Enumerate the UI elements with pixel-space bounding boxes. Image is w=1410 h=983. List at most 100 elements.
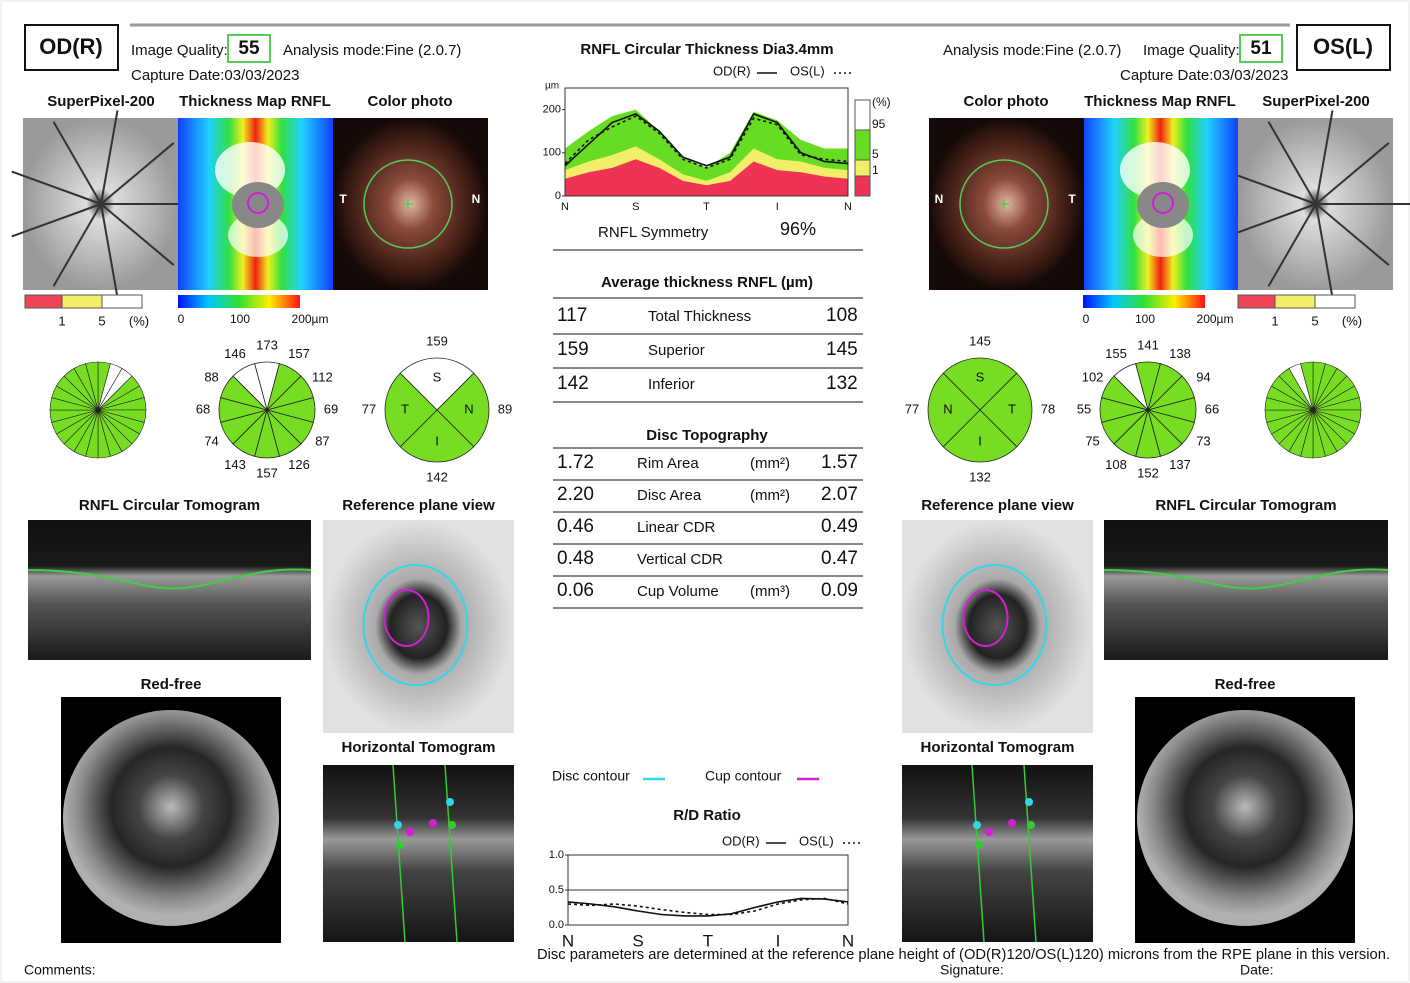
symmetry-value: 96% <box>780 219 816 239</box>
clock-value: 146 <box>224 346 246 361</box>
legend-label: OS(L) <box>799 833 834 848</box>
footnote: Disc parameters are determined at the re… <box>537 946 1390 963</box>
horizontal-tomogram <box>323 765 514 942</box>
quadrant-sector <box>979 372 1033 448</box>
legend-label: 5 <box>872 147 879 161</box>
scale-label: 5 <box>1311 313 1318 328</box>
panel-title: SuperPixel-200 <box>1262 93 1370 110</box>
x-tick-label: I <box>776 201 779 213</box>
legend-label: OS(L) <box>790 63 825 78</box>
disc-contour <box>362 564 469 686</box>
x-tick-label: S <box>632 201 639 213</box>
od-value: 2.20 <box>557 484 594 505</box>
optic-disc <box>232 182 284 228</box>
thickness-scale <box>178 295 300 308</box>
os-value: 1.57 <box>821 452 858 473</box>
clock-value: 157 <box>256 465 278 480</box>
clock-value: 55 <box>1077 401 1091 416</box>
superpixel-sector <box>85 361 99 411</box>
comments-label: Comments: <box>24 962 96 978</box>
os-value: 0.47 <box>821 548 858 569</box>
chart-title: RNFL Circular Thickness Dia3.4mm <box>580 41 833 58</box>
quadrant-value: 77 <box>905 401 919 416</box>
legend-box <box>854 99 871 131</box>
quadrant-sector <box>436 372 490 448</box>
row-label: Rim Area <box>637 455 699 472</box>
capture-date: Capture Date:03/03/2023 <box>1120 67 1288 84</box>
vessel <box>1267 203 1317 287</box>
scale-label: (%) <box>129 313 149 328</box>
contour-point <box>406 828 414 836</box>
vessel <box>1267 121 1317 205</box>
os-value: 0.49 <box>821 516 858 537</box>
contour-point <box>1027 821 1035 829</box>
scale-label: 1 <box>58 313 65 328</box>
photo-orientation: T <box>1068 192 1076 206</box>
quadrant-value: 89 <box>498 401 512 416</box>
od-value: 117 <box>557 305 587 326</box>
map-blob <box>1133 213 1193 257</box>
quadrant-letter: T <box>401 401 409 416</box>
scale-white <box>101 294 143 309</box>
y-tick-label: 0.5 <box>549 884 564 896</box>
os-value: 108 <box>826 305 858 326</box>
od-value: 0.06 <box>557 580 594 601</box>
row-label: Superior <box>648 342 705 359</box>
contour-point <box>973 821 981 829</box>
scan-line <box>971 764 985 943</box>
clock-value: 102 <box>1082 369 1104 384</box>
unit: (mm³) <box>750 583 790 600</box>
signature-label: Signature: <box>940 962 1004 978</box>
legend-box <box>854 175 871 197</box>
quadrant-sector <box>399 357 475 411</box>
vessel <box>11 170 102 205</box>
optic-disc <box>1137 182 1189 228</box>
row-label: Inferior <box>648 376 695 393</box>
scale-yellow <box>61 294 103 309</box>
reference-plane-image <box>902 520 1093 733</box>
quadrant-value: 78 <box>1041 401 1055 416</box>
contour-legend: Disc contour <box>552 768 630 784</box>
scale-label: (%) <box>1342 313 1362 328</box>
y-tick-label: 100 <box>543 147 561 159</box>
cup-outline <box>1152 192 1174 214</box>
eye-box <box>24 24 119 71</box>
scale-label: 100 <box>1135 312 1155 326</box>
eye-label: OD(R) <box>39 34 103 59</box>
date-label: Date: <box>1240 962 1273 978</box>
vessel <box>1315 110 1334 205</box>
quadrant-sector <box>942 409 1018 463</box>
quadrant-sector <box>384 372 438 448</box>
quality-value: 55 <box>238 38 260 59</box>
clock-value: 141 <box>1137 337 1159 352</box>
scale-white <box>1314 294 1356 309</box>
quadrant-value: 145 <box>969 333 991 348</box>
row-label: Linear CDR <box>637 519 716 536</box>
quadrant-value: 77 <box>362 401 376 416</box>
os-value: 145 <box>826 339 858 360</box>
scale-red <box>1237 294 1276 309</box>
clock-value: 88 <box>204 369 218 384</box>
vessel <box>1226 203 1317 238</box>
vessel <box>100 203 175 266</box>
od-value: 1.72 <box>557 452 594 473</box>
vessel <box>52 203 102 287</box>
quadrant-letter: N <box>943 401 952 416</box>
superpixel-sector <box>1300 361 1314 411</box>
legend-label: 95 <box>872 117 886 131</box>
y-tick-label: 0 <box>555 190 561 202</box>
contour-point <box>394 821 402 829</box>
panel-title: Thickness Map RNFL <box>179 93 331 110</box>
vessel <box>52 121 102 205</box>
quadrant-letter: S <box>433 369 442 384</box>
panel-title: Thickness Map RNFL <box>1084 93 1236 110</box>
rnfl-boundary <box>1103 568 1389 590</box>
scale-label: 200µm <box>292 312 329 326</box>
x-tick-label: N <box>844 201 852 213</box>
series-line <box>567 897 849 916</box>
y-unit: µm <box>545 81 559 92</box>
scale-yellow <box>1274 294 1316 309</box>
quadrant-value: 159 <box>426 333 448 348</box>
unit: (mm²) <box>750 455 790 472</box>
